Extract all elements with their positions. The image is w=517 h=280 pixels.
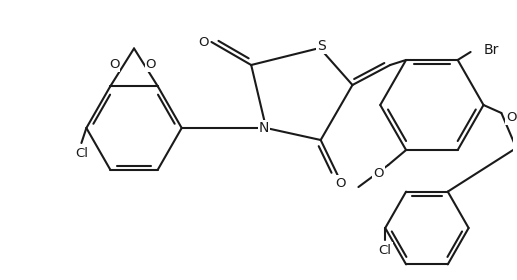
Text: N: N — [259, 121, 269, 135]
Text: O: O — [199, 36, 209, 48]
Text: S: S — [317, 39, 326, 53]
Text: O: O — [336, 176, 346, 190]
Text: Cl: Cl — [379, 244, 392, 256]
Text: O: O — [146, 58, 156, 71]
Text: Cl: Cl — [75, 146, 88, 160]
Text: Br: Br — [483, 43, 499, 57]
Text: O: O — [373, 167, 384, 179]
Text: O: O — [506, 111, 516, 123]
Text: O: O — [109, 58, 119, 71]
